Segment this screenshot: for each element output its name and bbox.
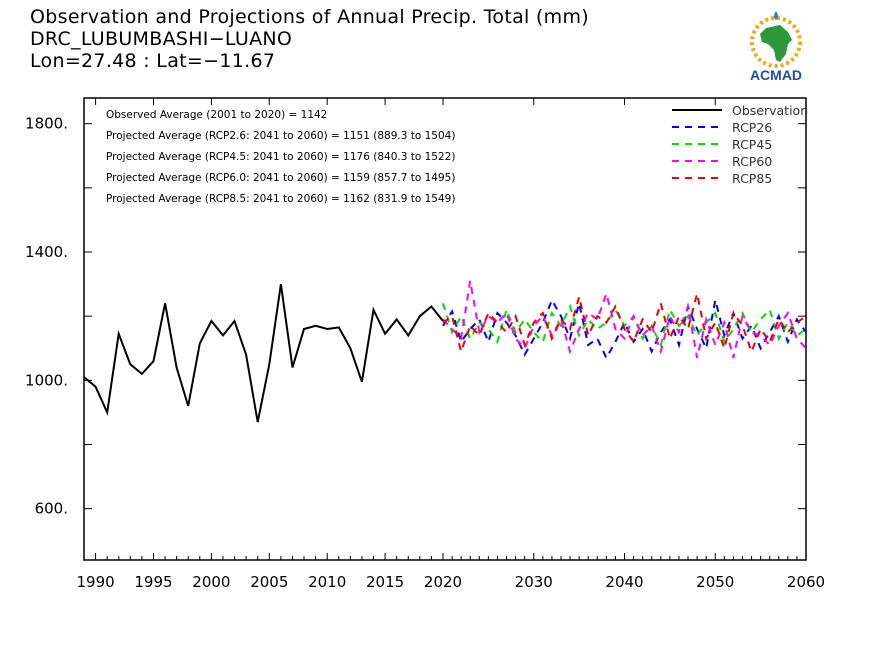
annotation-text: Projected Average (RCP2.6: 2041 to 2060)… [106,130,455,142]
station-coordinates: Lon=27.48 : Lat=−11.67 [30,50,276,72]
x-tick-label: 2030 [515,573,553,591]
legend: Observation RCP26 RCP45 RCP60 RCP85 [672,103,808,186]
x-tick-labels: 1990 1995 2000 2005 2010 2015 2020 2030 2040 2050… [76,573,825,591]
annotation-text: Projected Average (RCP8.5: 2041 to 2060)… [106,193,455,205]
annotations: Observed Average (2001 to 2020) = 1142 Pr… [106,109,455,205]
acmad-logo: ACMAD [750,11,802,83]
legend-label: Observation [732,103,808,118]
y-tick-label: 600. [35,500,68,518]
chart-title: Observation and Projections of Annual Pr… [30,6,589,28]
annotation-text: Projected Average (RCP4.5: 2041 to 2060)… [106,151,455,163]
axis-ticks [83,98,807,560]
y-tick-label: 1800. [25,115,68,133]
legend-label: RCP26 [732,120,772,135]
x-tick-label: 2050 [696,573,734,591]
x-tick-label: 2000 [192,573,230,591]
legend-label: RCP85 [732,171,772,186]
legend-label: RCP60 [732,154,772,169]
acmad-logo-text: ACMAD [750,67,802,83]
annotation-text: Projected Average (RCP6.0: 2041 to 2060)… [106,172,455,184]
series-rcp60-line [442,280,807,359]
x-tick-label: 2005 [250,573,288,591]
series-layer [83,280,807,423]
x-tick-label: 2040 [605,573,643,591]
station-name: DRC_LUBUMBASHI−LUANO [30,28,293,50]
x-tick-label: 1995 [134,573,172,591]
legend-label: RCP45 [732,137,772,152]
x-tick-label: 2010 [308,573,346,591]
y-tick-label: 1400. [25,243,68,261]
x-tick-label: 2015 [366,573,404,591]
annotation-text: Observed Average (2001 to 2020) = 1142 [106,109,327,121]
chart-title-block: Observation and Projections of Annual Pr… [30,6,589,72]
x-tick-label: 2060 [787,573,825,591]
x-tick-label: 2020 [424,573,462,591]
acmad-logo-emblem [750,11,802,68]
y-tick-labels: 600. 1000. 1400. 1800. [25,115,68,518]
x-tick-label: 1990 [76,573,114,591]
series-observation-line [83,283,444,423]
y-tick-label: 1000. [25,371,68,389]
